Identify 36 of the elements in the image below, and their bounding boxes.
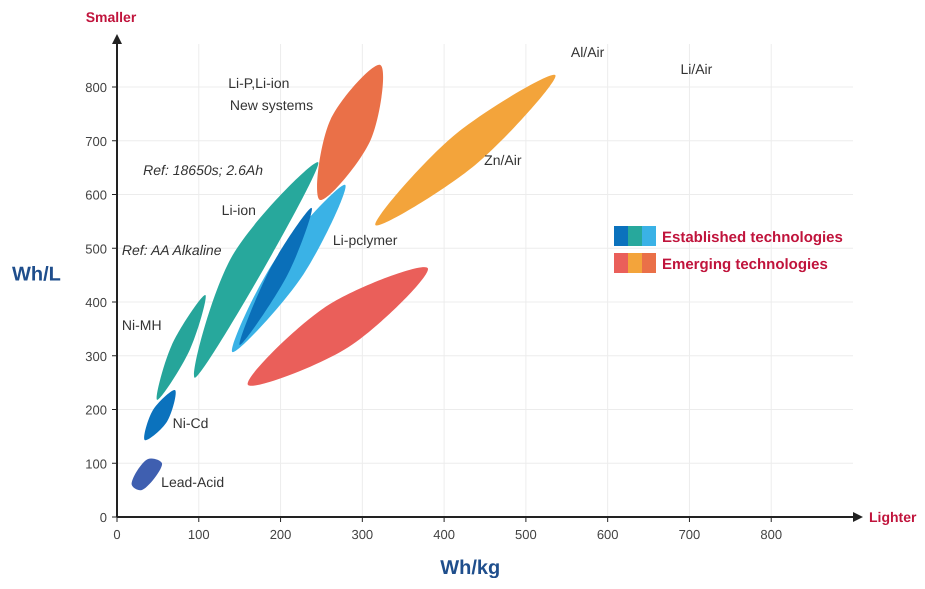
annotation: Al/Air [570,44,605,60]
annotation: Li-ion [222,202,256,218]
y-tick-label: 400 [85,295,107,310]
x-tick-label: 500 [515,527,537,542]
y-tick-label: 700 [85,134,107,149]
y-tick-label: 200 [85,402,107,418]
annotation: Lead-Acid [161,474,224,490]
annotation: Ref: 18650s; 2.6Ah [143,162,264,178]
x-tick-label: 700 [678,527,700,542]
x-tick-label: 300 [351,527,374,542]
x-tick-label: 0 [113,527,121,542]
y-tick-label: 300 [85,348,107,364]
x-tick-label: 800 [760,527,782,542]
y-tick-label: 800 [85,80,107,95]
y-tick-label: 0 [100,510,107,525]
annotation: Li/Air [680,61,713,78]
annotation: Li-pclymer [332,232,398,248]
text: Smaller [86,9,137,25]
annotation: Emerging technologies [662,256,828,273]
annotation: Ni-MH [122,316,162,333]
annotation: Ni-Cd [172,414,208,431]
annotation: Li-P,Li-ion [228,75,290,92]
x-tick-label: 100 [188,527,210,542]
annotation: Established technologies [662,229,843,246]
annotation: Ref: AA Alkaline [122,242,222,258]
y-tick-label: 600 [85,188,107,202]
x-tick-label: 200 [270,527,292,542]
annotation: Zn/Air [484,152,522,168]
annotation: New systems [230,97,314,114]
y-tick-label: 500 [85,241,107,256]
x-axis-title: Wh/kg [440,557,500,579]
x-tick-label: 600 [596,527,619,542]
x-tick-label: 400 [433,527,455,542]
y-axis-title: Wh/L [12,264,61,286]
text: Lighter [869,509,917,525]
y-tick-label: 100 [85,456,107,472]
